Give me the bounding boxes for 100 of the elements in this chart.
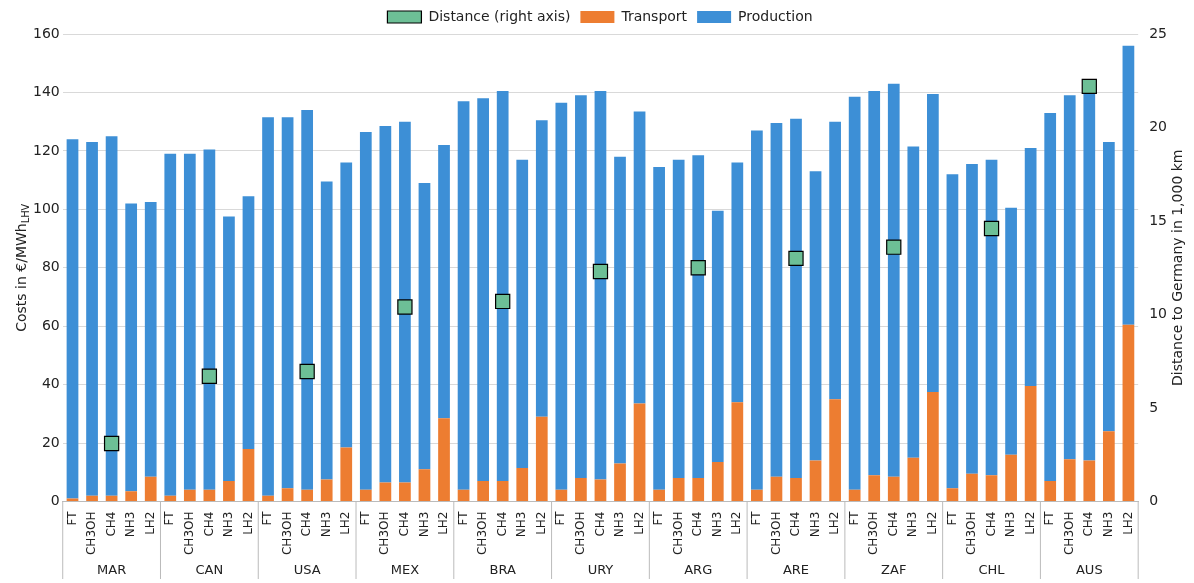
x-tick-label: LH2 [1120,511,1135,535]
bar [262,495,274,501]
bar [477,481,489,501]
bar [203,149,216,490]
bar [535,416,548,501]
bar [946,174,959,489]
x-tick-label: LH2 [436,511,451,535]
bar [379,126,392,483]
x-tick-label: CH4 [103,511,118,537]
bar [438,145,450,419]
x-tick-label: CH3OH [181,511,196,556]
x-tick-label: NH3 [1003,511,1018,538]
bar [1024,386,1037,501]
bar [555,102,568,490]
x-tick-label: CH4 [299,511,314,537]
y-tick-label: 0 [50,492,60,509]
bar [262,117,274,496]
bar [183,153,196,490]
bar [438,418,450,501]
bar [1005,454,1017,501]
x-tick-label: CH4 [494,511,509,537]
bar [223,216,235,482]
y-tick-label: 140 [32,83,60,100]
text: ZAF [881,561,907,577]
bar [379,482,392,501]
point [788,250,804,267]
bar [496,481,509,501]
y-tick-label: 20 [41,433,60,450]
bar [242,196,255,449]
legend-label: Production [738,7,813,24]
bar [320,479,333,501]
bar [105,136,118,496]
x-tick-label: CH4 [788,511,803,537]
x-tick-label: LH2 [631,511,646,535]
x-tick-label: FT [162,510,177,526]
x-tick-label: NH3 [318,511,333,538]
x-tick-label: FT [846,510,861,526]
x-tick-label: CH4 [690,511,705,537]
x-tick-label: FT [651,510,666,526]
point [201,368,218,384]
bar [1083,460,1096,501]
y-tick-label: 80 [41,258,60,275]
point [690,260,706,276]
x-tick-label: CH3OH [964,511,979,556]
bar [418,469,431,501]
bar [1102,142,1115,432]
x-tick-label: FT [1042,510,1057,526]
bar [575,95,587,479]
point [592,263,609,280]
x-tick-label: FT [64,510,79,526]
bar [320,181,333,480]
x-tick-label: NH3 [709,511,724,538]
x-tick-label: CH3OH [377,511,392,556]
bar [496,90,509,482]
bar [516,467,529,501]
bar [614,156,626,464]
x-tick-label: CH4 [397,511,412,537]
x-tick-label: FT [455,510,470,526]
bar [614,463,626,501]
y2-tick-label: 15 [1149,211,1168,228]
bar [887,476,900,501]
text: CHL [978,561,1006,577]
bar [144,202,157,477]
bar [359,131,372,490]
text: CAN [195,561,224,577]
bar [751,489,763,501]
bar [1122,45,1135,325]
x-tick-label: LH2 [338,511,353,535]
legend-label: Transport [620,7,688,24]
bar [829,121,841,400]
bar [672,478,685,501]
x-tick-label: CH4 [1081,511,1096,537]
bar [457,489,470,501]
bar [829,399,841,501]
bar [907,457,920,501]
bar [594,90,607,480]
x-tick-label: LH2 [142,511,157,535]
point [983,220,1000,237]
bar [144,476,157,501]
bar [653,489,665,501]
x-tick-label: CH4 [201,511,216,537]
text: MEX [390,561,420,577]
x-tick-label: FT [553,510,568,526]
text: AUS [1075,561,1103,577]
point [495,293,511,310]
bar [1122,324,1135,501]
x-tick-label: CH3OH [866,511,881,556]
point [1081,78,1097,95]
bar [848,489,861,501]
y-tick-label: 160 [32,24,60,41]
x-tick-label: LH2 [533,511,548,535]
x-tick-label: NH3 [807,511,822,538]
bar [790,478,802,501]
bar [692,155,705,479]
text: USA [293,561,321,577]
bar [477,98,489,482]
bar [125,203,138,492]
x-tick-label: LH2 [729,511,744,535]
y2-tick-label: 25 [1149,24,1168,41]
bar [946,488,959,501]
